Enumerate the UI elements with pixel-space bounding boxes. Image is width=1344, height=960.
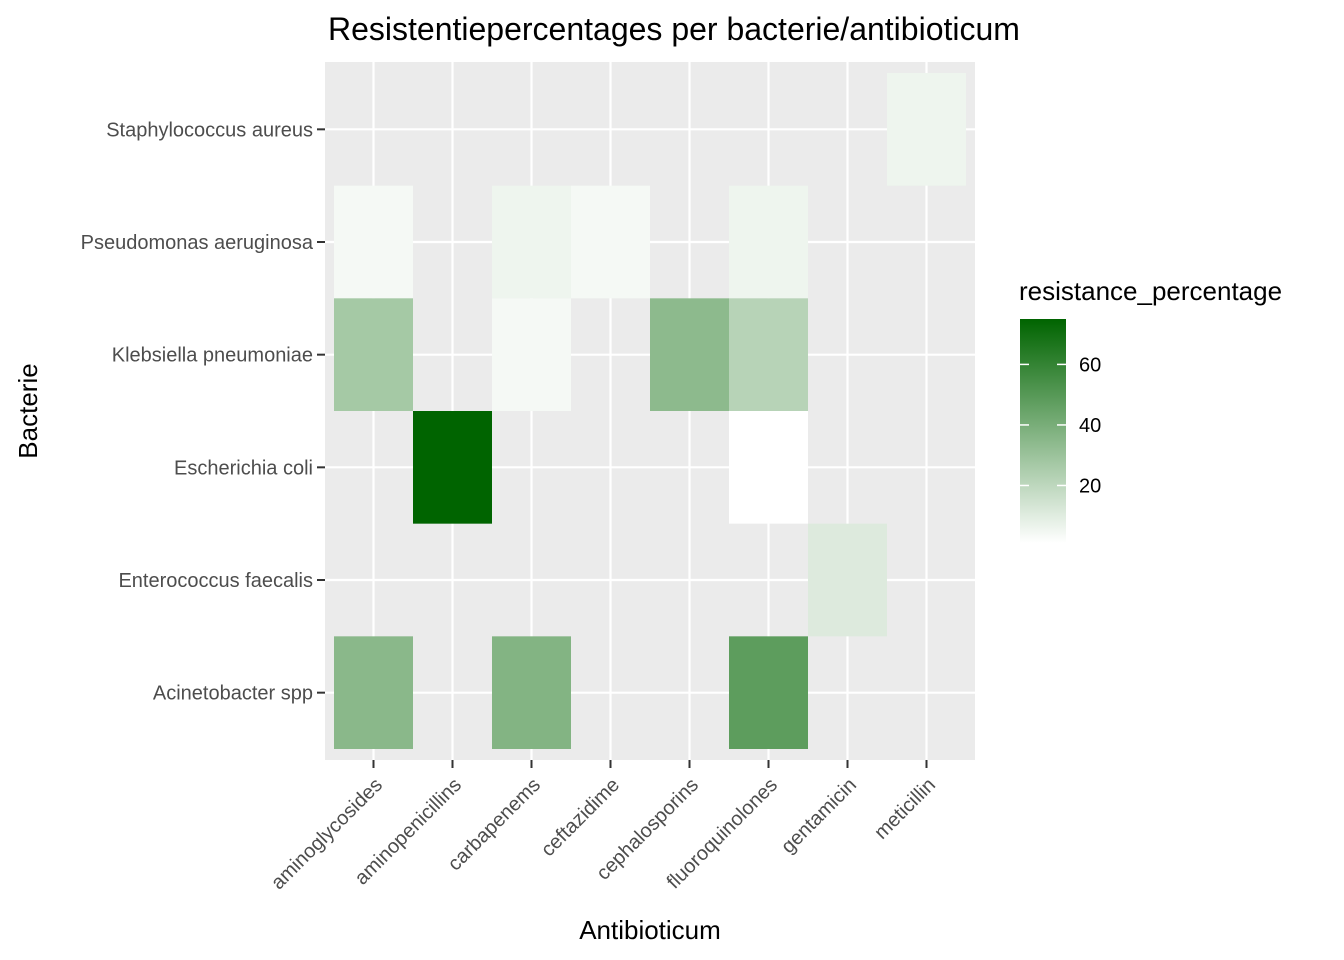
y-tick-label-pseudomonas-aeruginosa: Pseudomonas aeruginosa xyxy=(81,232,314,254)
x-axis-ticks: aminoglycosidesaminopenicillinscarbapene… xyxy=(267,760,940,894)
legend-tick-label-60: 60 xyxy=(1079,354,1101,376)
heatmap-cell-acinetobacter-spp-aminoglycosides xyxy=(334,636,413,749)
legend-title: resistance_percentage xyxy=(1019,276,1282,306)
heatmap-cell-klebsiella-pneumoniae-carbapenems xyxy=(492,298,571,411)
heatmap-cell-acinetobacter-spp-fluoroquinolones xyxy=(729,636,808,749)
y-axis-title: Bacterie xyxy=(13,363,43,458)
legend: resistance_percentage 20 40 60 xyxy=(1019,276,1282,543)
legend-tick-label-20: 20 xyxy=(1079,475,1101,497)
heatmap-cell-klebsiella-pneumoniae-cephalosporins xyxy=(650,298,729,411)
heatmap-cell-pseudomonas-aeruginosa-carbapenems xyxy=(492,185,571,299)
heatmap-cell-pseudomonas-aeruginosa-ceftazidime xyxy=(571,185,650,299)
heatmap-cell-enterococcus-faecalis-gentamicin xyxy=(808,523,887,637)
heatmap-cell-pseudomonas-aeruginosa-fluoroquinolones xyxy=(729,185,808,299)
y-tick-label-staphylococcus-aureus: Staphylococcus aureus xyxy=(106,119,313,141)
legend-colorbar xyxy=(1020,319,1066,543)
x-axis-title: Antibioticum xyxy=(579,915,721,945)
legend-tick-label-40: 40 xyxy=(1079,415,1101,437)
y-tick-label-escherichia-coli: Escherichia coli xyxy=(174,457,313,479)
heatmap-cell-acinetobacter-spp-carbapenems xyxy=(492,636,571,749)
heatmap-cells xyxy=(334,73,966,749)
heatmap-cell-escherichia-coli-aminopenicillins xyxy=(413,411,492,524)
heatmap-cell-staphylococcus-aureus-meticillin xyxy=(887,73,966,186)
y-tick-label-acinetobacter-spp: Acinetobacter spp xyxy=(153,683,313,705)
x-tick-label-meticillin: meticillin xyxy=(870,774,940,844)
y-tick-label-enterococcus-faecalis: Enterococcus faecalis xyxy=(118,570,313,592)
heatmap-cell-klebsiella-pneumoniae-fluoroquinolones xyxy=(729,298,808,411)
x-tick-label-ceftazidime: ceftazidime xyxy=(537,774,624,861)
heatmap-cell-escherichia-coli-fluoroquinolones xyxy=(729,411,808,524)
heatmap-cell-klebsiella-pneumoniae-aminoglycosides xyxy=(334,298,413,411)
y-tick-label-klebsiella-pneumoniae: Klebsiella pneumoniae xyxy=(112,345,313,367)
y-axis-ticks: Acinetobacter spp Enterococcus faecalis Es… xyxy=(81,119,325,705)
x-tick-label-gentamicin: gentamicin xyxy=(777,774,861,858)
heatmap-cell-pseudomonas-aeruginosa-aminoglycosides xyxy=(334,185,413,299)
chart-title: Resistentiepercentages per bacterie/anti… xyxy=(328,11,1020,47)
legend-ticks: 20 40 60 xyxy=(1020,354,1101,497)
